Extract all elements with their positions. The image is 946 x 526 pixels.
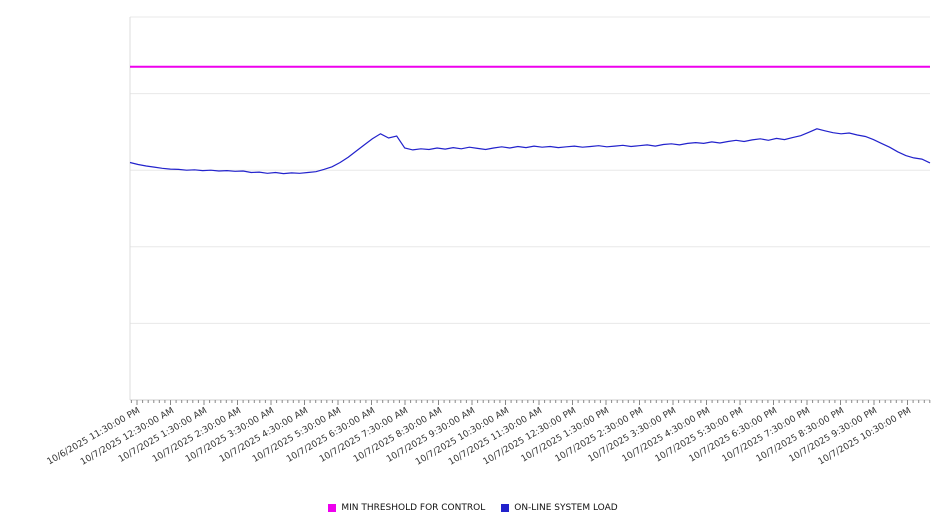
legend-swatch-min-threshold [328,504,337,512]
legend-label-min-threshold: MIN THRESHOLD FOR CONTROL [341,503,486,513]
legend-item-system-load[interactable]: ON-LINE SYSTEM LOAD [501,503,618,513]
series-line [129,128,931,175]
legend-item-min-threshold[interactable]: MIN THRESHOLD FOR CONTROL [328,503,485,513]
legend-swatch-system-load [501,504,510,512]
legend-label-system-load: ON-LINE SYSTEM LOAD [514,503,618,513]
chart-legend: MIN THRESHOLD FOR CONTROL ON-LINE SYSTEM… [0,503,946,513]
